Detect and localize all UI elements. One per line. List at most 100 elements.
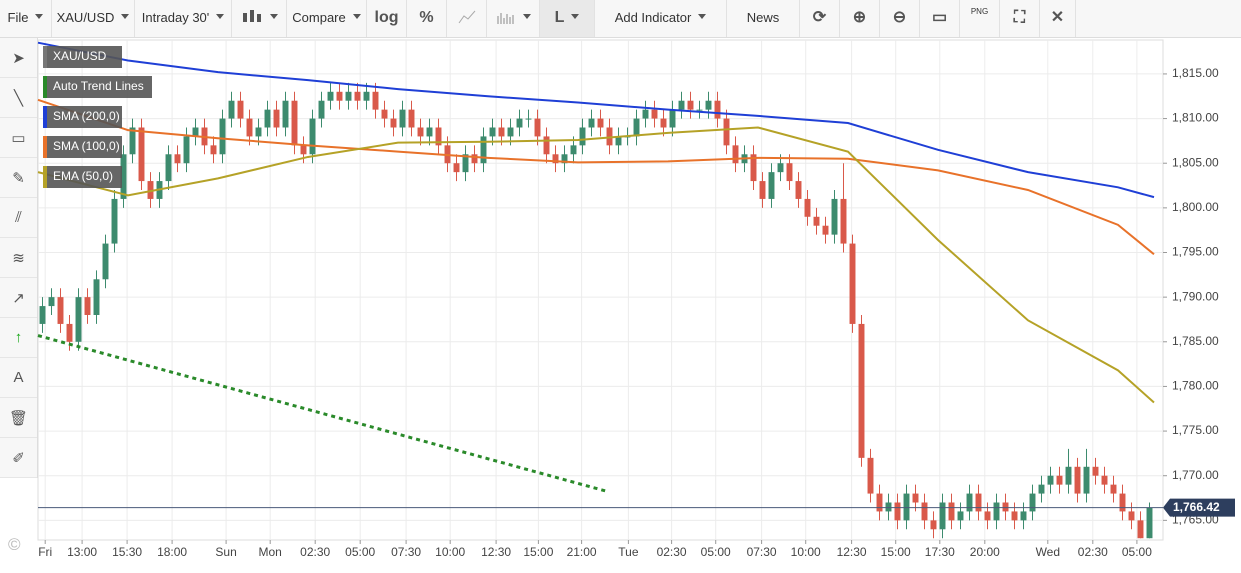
y-tick-label: 1,815.00 (1172, 66, 1219, 80)
candle-body (471, 154, 478, 164)
candle-body (1056, 475, 1063, 485)
percent-button[interactable]: % (407, 0, 447, 37)
pointer-tool[interactable]: ➤ (0, 38, 37, 78)
zoom-out[interactable]: ⊖ (880, 0, 920, 37)
candle-body (309, 118, 316, 155)
candle-body (894, 502, 901, 521)
candle-body (759, 181, 766, 199)
candle-body (372, 91, 379, 110)
x-tick-label: Sun (215, 545, 236, 559)
candle-body (570, 145, 577, 155)
x-tick-label: Fri (38, 545, 52, 559)
compare-button[interactable]: Compare (287, 0, 367, 37)
rect-tool[interactable]: ▭ (0, 118, 37, 158)
delete-tool[interactable]: 🗑 (0, 398, 37, 438)
toolbar: File XAU/USD Intraday 30' Compare log % … (0, 0, 1241, 38)
legend-item: EMA (50,0) (43, 166, 122, 188)
fullscreen[interactable]: ⛶ (1000, 0, 1040, 37)
eraser-tool[interactable]: ✐ (0, 438, 37, 478)
candle-body (408, 109, 415, 128)
channel-tool[interactable]: ⫽ (0, 198, 37, 238)
interval-select[interactable]: Intraday 30' (135, 0, 232, 37)
legend-swatch (43, 136, 47, 158)
legend-item: SMA (100,0) (43, 136, 122, 158)
add-indicator[interactable]: Add Indicator (595, 0, 727, 37)
fib-tool[interactable]: ≋ (0, 238, 37, 278)
legend-box (43, 166, 122, 188)
arrow-tool[interactable]: ↗ (0, 278, 37, 318)
volume-button[interactable] (487, 0, 540, 37)
candle-body (840, 198, 847, 244)
y-tick-label: 1,775.00 (1172, 423, 1219, 437)
candle-body (1020, 511, 1027, 521)
log-button[interactable]: log (367, 0, 407, 37)
refresh-button[interactable]: ⟳ (800, 0, 840, 37)
candle-body (1146, 507, 1153, 539)
area-button[interactable] (447, 0, 487, 37)
y-tick-label: 1,780.00 (1172, 379, 1219, 393)
indicator-line (37, 126, 1155, 404)
candle-body (39, 306, 46, 324)
candle-body (822, 225, 829, 235)
candle-body (480, 136, 487, 164)
legend-swatch (43, 166, 47, 188)
up-arrow-tool[interactable]: ↑ (0, 318, 37, 358)
candle-body (498, 127, 505, 137)
news-button[interactable]: News (727, 0, 800, 37)
file-menu[interactable]: File (0, 0, 52, 37)
candle-body (786, 163, 793, 182)
line-tool[interactable]: ╲ (0, 78, 37, 118)
zoom-in[interactable]: ⊕ (840, 0, 880, 37)
candle-body (93, 279, 100, 315)
candle-body (939, 502, 946, 530)
mute-button[interactable]: ✕ (1040, 0, 1076, 37)
last-price-tag (1163, 498, 1235, 517)
drawing-tools: ➤ ╲ ▭ ✎ ⫽ ≋ ↗ ↑ A 🗑 ✐ (0, 38, 38, 478)
line-style[interactable]: L (540, 0, 595, 37)
chart-style[interactable] (232, 0, 287, 37)
y-tick-label: 1,800.00 (1172, 200, 1219, 214)
pencil-tool[interactable]: ✎ (0, 158, 37, 198)
x-tick-label: 02:30 (1078, 545, 1108, 559)
candle-body (1092, 466, 1099, 476)
x-tick-label: Tue (618, 545, 639, 559)
candle-body (84, 297, 91, 315)
candle-body (678, 100, 685, 110)
export-png[interactable]: PNG (960, 0, 1000, 37)
legend-item: XAU/USD (43, 46, 122, 68)
candle-body (291, 100, 298, 146)
candle-body (651, 109, 658, 119)
candle-body (192, 127, 199, 137)
x-tick-label: 17:30 (925, 545, 955, 559)
candle-body (336, 91, 343, 101)
candle-body (705, 100, 712, 110)
legend-item: Auto Trend Lines (43, 76, 152, 98)
candle-body (930, 520, 937, 530)
print-button[interactable]: ▭ (920, 0, 960, 37)
x-tick-label: 10:00 (791, 545, 821, 559)
legend-box (43, 76, 152, 98)
candle-body (669, 109, 676, 128)
candle-body (885, 502, 892, 512)
candle-body (327, 91, 334, 101)
indicator-line (37, 41, 1155, 199)
x-tick-label: 12:30 (481, 545, 511, 559)
candle-body (687, 100, 694, 110)
candle-body (228, 100, 235, 119)
candle-body (363, 91, 370, 101)
symbol-select[interactable]: XAU/USD (52, 0, 135, 37)
text-tool[interactable]: A (0, 358, 37, 398)
candle-body (957, 511, 964, 521)
legend-label: SMA (200,0) (53, 109, 120, 123)
legend-label: SMA (100,0) (53, 139, 120, 153)
x-tick-label: 05:00 (701, 545, 731, 559)
candle-body (390, 118, 397, 128)
candle-body (1029, 493, 1036, 512)
x-tick-label: 05:00 (345, 545, 375, 559)
candle-body (750, 154, 757, 182)
candle-body (597, 118, 604, 128)
candle-body (462, 154, 469, 173)
candle-body (183, 136, 190, 164)
candle-body (723, 118, 730, 146)
